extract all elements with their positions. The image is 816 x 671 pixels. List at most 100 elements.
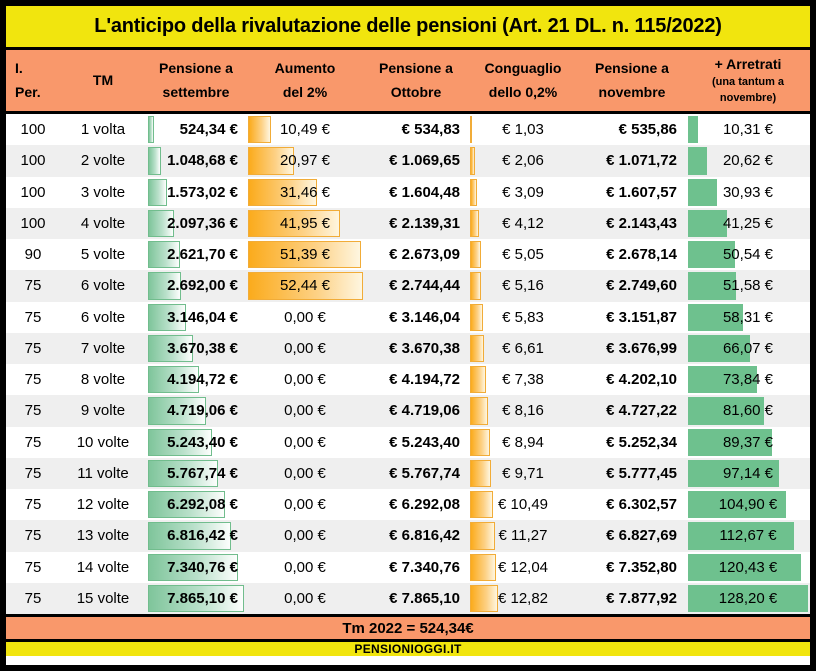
column-header-settembre-line: settembre [162, 83, 230, 100]
cell-settembre: 7.865,10 € [146, 583, 246, 614]
cell-arretrati: 104,90 € [686, 489, 810, 520]
cell-iper: 75 [6, 333, 60, 364]
cell-conguaglio: € 3,09 [468, 177, 578, 208]
aumento-value: 10,49 € [279, 121, 331, 139]
aumento-value: 31,46 € [279, 183, 331, 201]
column-header-ottobre-line: Ottobre [390, 83, 442, 100]
conguaglio-value: € 5,83 [502, 308, 544, 326]
cell-arretrati: 10,31 € [686, 114, 810, 145]
table-header-row: I. Per. TM Pensione a settembre Aumento del 2%… [6, 50, 810, 114]
settembre-data-bar [148, 241, 180, 269]
settembre-value: 2.621,70 € [167, 246, 238, 264]
cell-novembre: € 5.777,45 [578, 458, 686, 489]
settembre-data-bar [148, 522, 232, 550]
table-row: 75 15 volte 7.865,10 € 0,00 € € 7.865,10 € 12… [6, 582, 810, 614]
conguaglio-data-bar [470, 459, 492, 487]
column-header-iper: I. Per. [6, 50, 60, 111]
cell-arretrati: 73,84 € [686, 364, 810, 395]
cell-novembre: € 2.749,60 [578, 270, 686, 301]
novembre-value: € 3.151,87 [606, 308, 677, 326]
cell-aumento: 20,97 € [246, 145, 364, 176]
column-header-ottobre: Pensione a Ottobre [364, 50, 468, 111]
cell-aumento: 41,95 € [246, 208, 364, 239]
ottobre-value: € 4.194,72 [389, 371, 460, 389]
cell-conguaglio: € 4,12 [468, 208, 578, 239]
cell-novembre: € 535,86 [578, 114, 686, 145]
settembre-data-bar [148, 459, 219, 487]
cell-arretrati: 41,25 € [686, 208, 810, 239]
conguaglio-data-bar [470, 178, 477, 206]
cell-ottobre: € 4.719,06 [364, 395, 468, 426]
settembre-value: 6.816,42 € [167, 527, 238, 545]
novembre-value: € 3.676,99 [606, 339, 677, 357]
aumento-value: 0,00 € [284, 308, 326, 326]
arretrati-data-bar [688, 147, 708, 175]
cell-arretrati: 81,60 € [686, 395, 810, 426]
tm-value: 6 volte [80, 277, 126, 295]
cell-aumento: 0,00 € [246, 302, 364, 333]
cell-ottobre: € 6.816,42 [364, 520, 468, 551]
ottobre-value: € 2.744,44 [389, 277, 460, 295]
cell-iper: 75 [6, 583, 60, 614]
cell-tm: 6 volte [60, 270, 146, 301]
cell-aumento: 52,44 € [246, 270, 364, 301]
conguaglio-data-bar [470, 334, 485, 362]
table-row: 100 1 volta 524,34 € 10,49 € € 534,83 € 1,03 €… [6, 114, 810, 145]
cell-arretrati: 97,14 € [686, 458, 810, 489]
aumento-value: 0,00 € [284, 339, 326, 357]
cell-tm: 2 volte [60, 145, 146, 176]
conguaglio-value: € 2,06 [502, 152, 544, 170]
arretrati-data-bar [688, 397, 765, 425]
settembre-data-bar [148, 303, 187, 331]
iper-value: 75 [24, 371, 42, 389]
conguaglio-value: € 9,71 [502, 464, 544, 482]
cell-tm: 1 volta [60, 114, 146, 145]
conguaglio-data-bar [470, 584, 498, 612]
settembre-data-bar [148, 366, 200, 394]
cell-arretrati: 51,58 € [686, 270, 810, 301]
settembre-value: 1.573,02 € [167, 183, 238, 201]
ottobre-value: € 7.865,10 [389, 589, 460, 607]
conguaglio-value: € 7,38 [502, 371, 544, 389]
table-row: 75 8 volte 4.194,72 € 0,00 € € 4.194,72 € 7,3… [6, 364, 810, 395]
conguaglio-data-bar [470, 116, 473, 144]
cell-ottobre: € 1.069,65 [364, 145, 468, 176]
cell-iper: 100 [6, 114, 60, 145]
conguaglio-data-bar [470, 272, 482, 300]
column-header-tm: TM [60, 50, 146, 111]
aumento-value: 0,00 € [284, 433, 326, 451]
novembre-value: € 1.607,57 [606, 183, 677, 201]
arretrati-value: 58,31 € [722, 308, 774, 326]
table-row: 75 11 volte 5.767,74 € 0,00 € € 5.767,74 € 9,… [6, 457, 810, 489]
settembre-data-bar [148, 116, 155, 144]
conguaglio-value: € 11,27 [498, 527, 548, 545]
ottobre-value: € 5.767,74 [389, 464, 460, 482]
settembre-data-bar [148, 272, 181, 300]
conguaglio-data-bar [470, 241, 481, 269]
iper-value: 100 [20, 214, 46, 232]
cell-novembre: € 1.607,57 [578, 177, 686, 208]
ottobre-value: € 2.673,09 [389, 246, 460, 264]
cell-aumento: 0,00 € [246, 427, 364, 458]
cell-conguaglio: € 7,38 [468, 364, 578, 395]
cell-settembre: 2.621,70 € [146, 239, 246, 270]
cell-tm: 12 volte [60, 489, 146, 520]
aumento-value: 51,39 € [279, 246, 331, 264]
iper-value: 75 [24, 433, 42, 451]
aumento-value: 0,00 € [284, 558, 326, 576]
arretrati-value: 41,25 € [722, 214, 774, 232]
cell-settembre: 6.816,42 € [146, 520, 246, 551]
arretrati-data-bar [688, 178, 717, 206]
column-header-iper-line: I. [15, 60, 23, 77]
arretrati-value: 97,14 € [722, 464, 774, 482]
conguaglio-value: € 8,94 [502, 433, 544, 451]
cell-tm: 7 volte [60, 333, 146, 364]
conguaglio-data-bar [470, 147, 475, 175]
column-header-arretrati-line: novembre) [719, 92, 777, 105]
cell-tm: 6 volte [60, 302, 146, 333]
table-row: 75 14 volte 7.340,76 € 0,00 € € 7.340,76 € 12… [6, 552, 810, 583]
ottobre-value: € 3.146,04 [389, 308, 460, 326]
arretrati-value: 73,84 € [722, 371, 774, 389]
cell-conguaglio: € 9,71 [468, 458, 578, 489]
cell-iper: 100 [6, 177, 60, 208]
